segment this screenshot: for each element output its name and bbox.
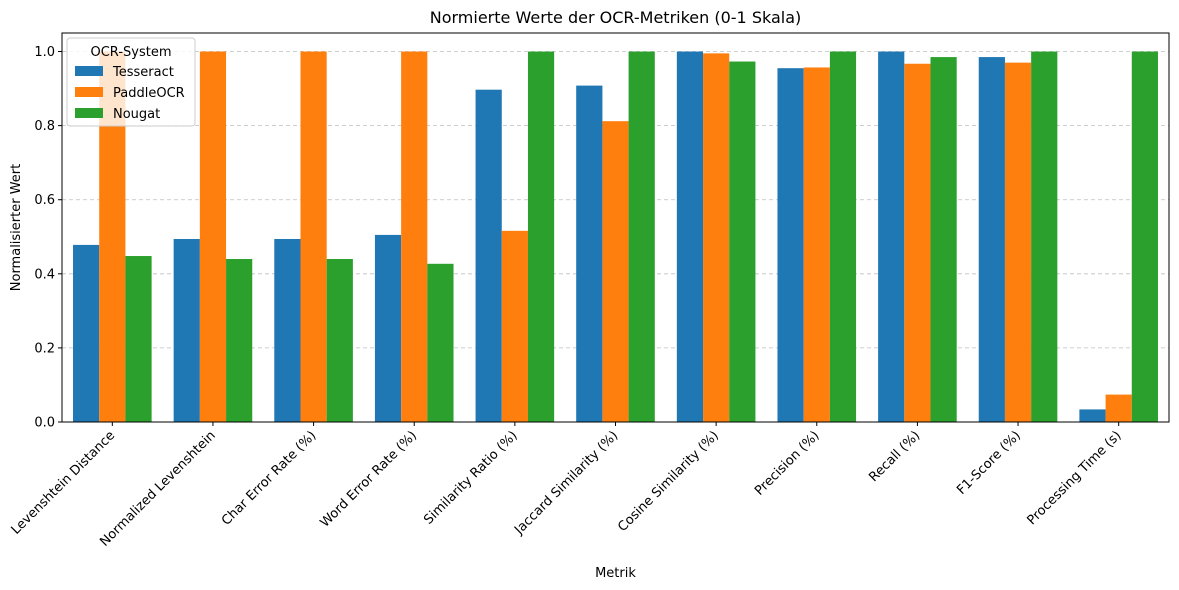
bar-paddleocr [803,67,830,422]
bar-nougat [527,51,555,423]
bar-nougat [125,256,152,422]
y-tick-label: 0.2 [34,341,55,356]
y-tick-label: 1.0 [34,45,55,60]
bar-paddleocr [904,63,931,423]
x-tick-label: Levenshtein Distance [9,428,119,538]
x-tick-label: Recall (%) [866,428,923,485]
x-tick-label: Similarity Ratio (%) [421,428,520,527]
y-tick-label: 0.6 [34,193,55,208]
legend-swatch-tesseract [75,66,103,76]
bar-nougat [1031,51,1058,423]
legend-swatch-nougat [75,108,103,118]
bar-nougat [930,57,957,422]
bar-paddleocr [703,53,730,422]
y-tick-label: 0.4 [34,267,55,282]
bar-nougat [326,258,353,422]
bar-nougat [427,263,454,422]
x-tick-label: Processing Time (s) [1025,428,1125,528]
bar-nougat [1131,51,1158,423]
bar-tesseract [475,89,502,422]
x-axis-title: Metrik [595,566,636,581]
bar-tesseract [1079,409,1106,422]
bar-tesseract [73,244,100,422]
legend-title: OCR-System [91,45,172,60]
bar-paddleocr [1004,62,1032,423]
x-tick-label: Word Error Rate (%) [318,428,420,530]
bar-nougat [226,258,253,422]
bar-paddleocr [1105,394,1132,422]
bar-nougat [729,61,756,422]
x-tick-label: Precision (%) [752,428,822,498]
bar-paddleocr [401,51,428,423]
bar-nougat [628,51,655,423]
legend-swatch-paddleocr [75,87,103,97]
bar-tesseract [576,85,603,423]
bar-tesseract [878,51,905,423]
bar-tesseract [676,51,704,423]
bar-tesseract [173,238,200,422]
bar-paddleocr [199,51,227,423]
legend: OCR-System Tesseract PaddleOCR Nougat [66,37,196,127]
x-tick-label: Jaccard Similarity (%) [511,428,621,538]
x-tick-label: Char Error Rate (%) [219,428,319,528]
legend-label-tesseract: Tesseract [112,65,174,80]
legend-box [66,37,196,127]
bar-paddleocr [602,121,629,422]
x-tick-label: F1-Score (%) [954,428,1024,498]
bar-tesseract [777,68,804,422]
bar-tesseract [978,57,1005,422]
y-axis: 0.0 0.2 0.4 0.6 0.8 1.0 [34,45,62,431]
x-tick-label: Cosine Similarity (%) [615,428,722,535]
bar-tesseract [274,238,301,422]
bar-nougat [829,51,857,423]
bars [73,51,1158,423]
y-tick-label: 0.8 [34,119,55,134]
x-tick-label: Normalized Levenshtein [97,428,218,549]
legend-label-paddleocr: PaddleOCR [113,86,185,101]
bar-paddleocr [300,51,327,423]
y-tick-label: 0.0 [34,416,55,431]
chart-title: Normierte Werte der OCR-Metriken (0-1 Sk… [430,8,802,27]
legend-label-nougat: Nougat [113,107,160,122]
bar-tesseract [374,234,402,422]
y-axis-title: Normalisierter Wert [9,164,24,291]
bar-paddleocr [501,230,528,422]
